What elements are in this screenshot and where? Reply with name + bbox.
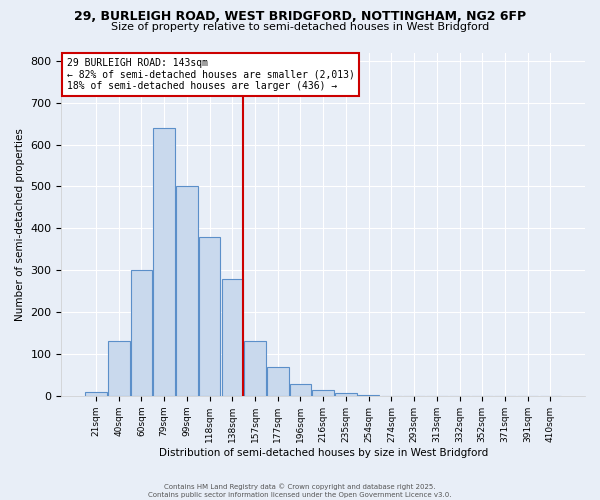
Bar [131,270,152,396]
Bar [313,390,334,396]
Bar [290,384,311,396]
Bar [267,366,289,396]
Bar [176,186,197,396]
Bar [199,236,220,396]
Bar [154,128,175,396]
X-axis label: Distribution of semi-detached houses by size in West Bridgford: Distribution of semi-detached houses by … [158,448,488,458]
Bar [244,342,266,396]
Bar [221,278,243,396]
Text: 29, BURLEIGH ROAD, WEST BRIDGFORD, NOTTINGHAM, NG2 6FP: 29, BURLEIGH ROAD, WEST BRIDGFORD, NOTTI… [74,10,526,23]
Y-axis label: Number of semi-detached properties: Number of semi-detached properties [15,128,25,320]
Bar [108,342,130,396]
Text: 29 BURLEIGH ROAD: 143sqm
← 82% of semi-detached houses are smaller (2,013)
18% o: 29 BURLEIGH ROAD: 143sqm ← 82% of semi-d… [67,58,355,91]
Bar [85,392,107,396]
Bar [358,395,379,396]
Text: Size of property relative to semi-detached houses in West Bridgford: Size of property relative to semi-detach… [111,22,489,32]
Text: Contains HM Land Registry data © Crown copyright and database right 2025.
Contai: Contains HM Land Registry data © Crown c… [148,483,452,498]
Bar [335,394,357,396]
